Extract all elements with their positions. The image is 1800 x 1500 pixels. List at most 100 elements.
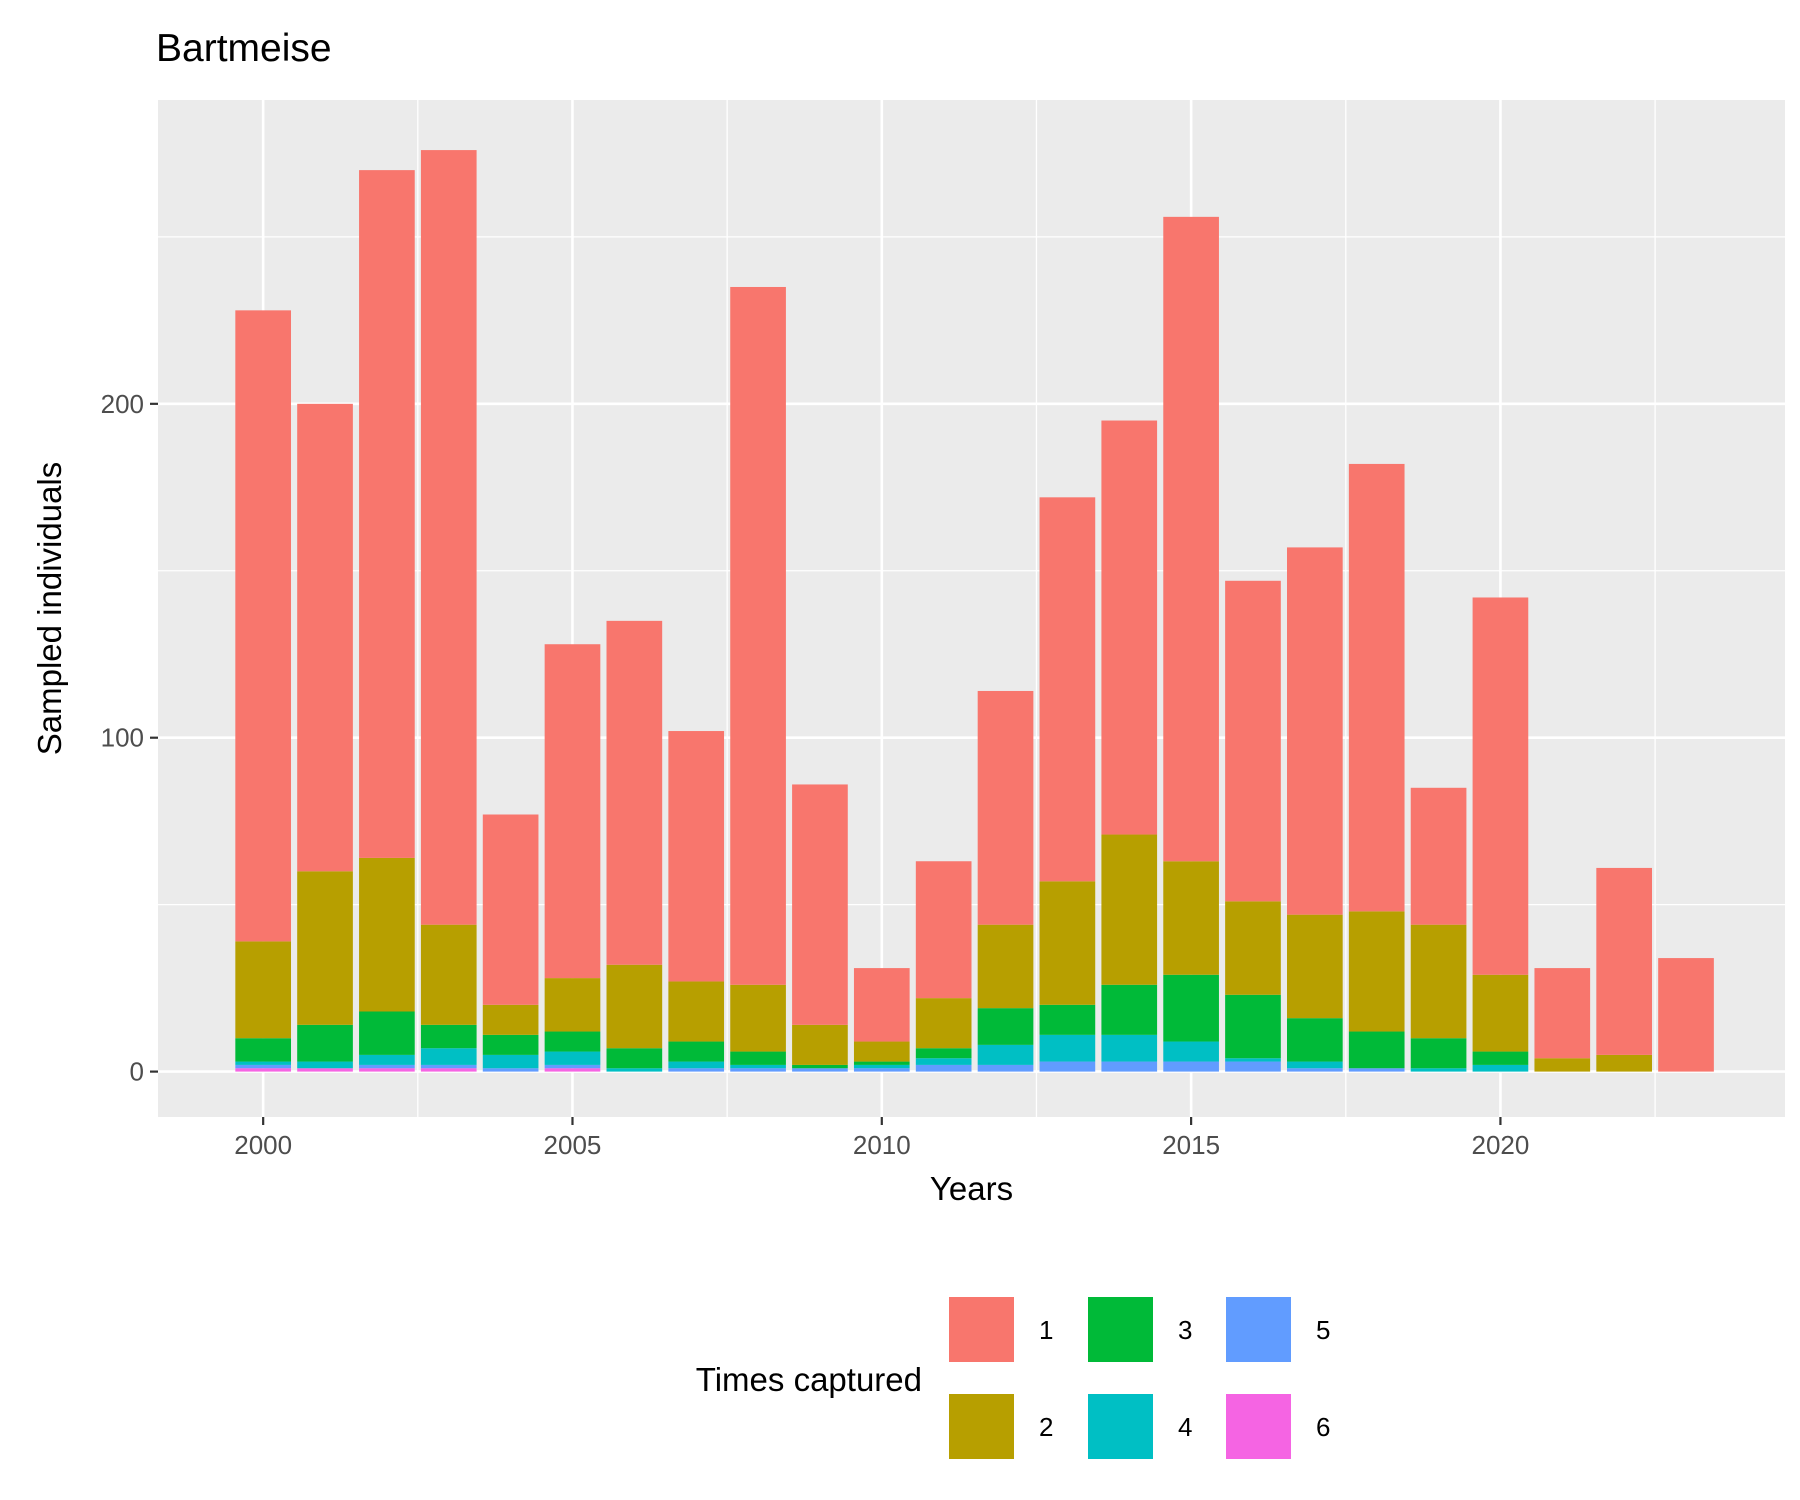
- bar-segment-2009-1: [792, 784, 848, 1025]
- x-tick-label: 2000: [234, 1130, 292, 1160]
- y-tick-label: 0: [130, 1057, 144, 1087]
- bar-segment-2008-1: [730, 286, 786, 985]
- bar-segment-2007-2: [668, 981, 725, 1042]
- bar-segment-2002-2: [359, 857, 415, 1012]
- bar-segment-2005-6: [544, 1068, 601, 1072]
- bar-segment-2005-5: [544, 1064, 601, 1069]
- legend-title: Times captured: [696, 1361, 922, 1398]
- bar-segment-2012-2: [977, 924, 1034, 1009]
- legend-label-3: 3: [1178, 1315, 1192, 1345]
- bar-segment-2014-1: [1101, 420, 1158, 835]
- bar-segment-2021-2: [1534, 1058, 1591, 1072]
- bar-segment-2002-3: [359, 1011, 415, 1055]
- legend-key-5: [1224, 1295, 1293, 1364]
- bar-segment-2010-2: [853, 1041, 910, 1062]
- bar-segment-2017-1: [1287, 547, 1343, 915]
- bar-segment-2004-1: [482, 814, 539, 1005]
- bar-segment-2013-4: [1039, 1034, 1096, 1062]
- legend: Times captured 1 2 3 4 5 6: [696, 1295, 1330, 1461]
- bar-segment-2010-4: [853, 1064, 910, 1069]
- bar-segment-2003-5: [420, 1064, 477, 1069]
- bar-segment-2001-1: [297, 403, 353, 872]
- bar-segment-2013-5: [1039, 1061, 1096, 1072]
- bar-segment-2003-4: [420, 1048, 477, 1065]
- bar-segment-2000-4: [235, 1061, 292, 1065]
- bar-segment-2019-4: [1410, 1068, 1467, 1072]
- bar-segment-2019-2: [1410, 924, 1467, 1039]
- bar-segment-2000-6: [235, 1068, 292, 1072]
- legend-key-2: [947, 1392, 1016, 1461]
- bar-segment-2013-3: [1039, 1004, 1096, 1035]
- y-tick-label: 100: [101, 723, 144, 753]
- legend-label-4: 4: [1178, 1412, 1192, 1442]
- bar-segment-2010-3: [853, 1061, 910, 1065]
- bar-segment-2003-3: [420, 1024, 477, 1049]
- bar-segment-2017-2: [1287, 914, 1343, 1019]
- bar-segment-2005-3: [544, 1031, 601, 1052]
- bar-segment-2021-1: [1534, 968, 1591, 1059]
- y-tick-label: 200: [101, 389, 144, 419]
- bar-segment-2007-3: [668, 1041, 725, 1062]
- bar-segment-2017-5: [1287, 1068, 1343, 1072]
- legend-label-5: 5: [1316, 1315, 1330, 1345]
- bar-segment-2015-3: [1163, 974, 1219, 1042]
- bar-segment-2009-2: [792, 1024, 848, 1065]
- bar-segment-2016-5: [1225, 1061, 1281, 1072]
- bar-segment-2020-4: [1472, 1064, 1529, 1072]
- bar-segment-2012-1: [977, 690, 1034, 925]
- bar-segment-2018-5: [1348, 1068, 1405, 1072]
- bar-segment-2020-2: [1472, 974, 1529, 1052]
- bar-segment-2013-2: [1039, 881, 1096, 1005]
- bar-segment-2006-2: [606, 964, 663, 1049]
- bar-segment-2005-4: [544, 1051, 601, 1065]
- bars: [235, 150, 1714, 1072]
- bar-segment-2004-5: [482, 1068, 539, 1072]
- bar-segment-2003-2: [420, 924, 477, 1025]
- legend-label-1: 1: [1039, 1315, 1053, 1345]
- bar-segment-2007-1: [668, 731, 725, 982]
- bar-segment-2011-4: [915, 1058, 972, 1065]
- bar-segment-2008-3: [730, 1051, 786, 1065]
- x-tick-label: 2010: [853, 1130, 911, 1160]
- bar-segment-2008-2: [730, 984, 786, 1052]
- bar-segment-2010-5: [853, 1068, 910, 1072]
- bar-segment-2016-3: [1225, 994, 1281, 1059]
- x-tick-label: 2015: [1162, 1130, 1220, 1160]
- bar-segment-2002-5: [359, 1064, 415, 1069]
- bar-segment-2011-3: [915, 1048, 972, 1059]
- bar-segment-2003-6: [420, 1068, 477, 1072]
- bar-segment-2003-1: [420, 150, 477, 925]
- bar-segment-2017-3: [1287, 1018, 1343, 1062]
- bar-segment-2018-1: [1348, 463, 1405, 912]
- bar-segment-2015-2: [1163, 861, 1219, 975]
- legend-key-1: [947, 1295, 1016, 1364]
- bar-segment-2012-3: [977, 1008, 1034, 1045]
- bar-segment-2022-2: [1596, 1054, 1652, 1072]
- bar-segment-2016-4: [1225, 1058, 1281, 1062]
- bar-segment-2011-1: [915, 861, 972, 999]
- x-axis-title: Years: [930, 1170, 1013, 1207]
- bar-segment-2000-3: [235, 1038, 292, 1062]
- bar-segment-2001-2: [297, 871, 353, 1025]
- bar-segment-2001-6: [297, 1068, 353, 1072]
- bar-segment-2006-1: [606, 620, 663, 965]
- bar-segment-2005-2: [544, 978, 601, 1032]
- bar-segment-2002-4: [359, 1054, 415, 1065]
- bar-segment-2011-5: [915, 1064, 972, 1072]
- bar-segment-2022-1: [1596, 867, 1652, 1055]
- bar-segment-2009-3: [792, 1064, 848, 1069]
- bar-segment-2000-2: [235, 941, 292, 1039]
- bar-segment-2004-3: [482, 1034, 539, 1055]
- bar-segment-2009-5: [792, 1068, 848, 1072]
- x-tick-label: 2005: [544, 1130, 602, 1160]
- bar-segment-2008-5: [730, 1068, 786, 1072]
- bar-segment-2014-5: [1101, 1061, 1158, 1072]
- bar-segment-2002-1: [359, 170, 415, 858]
- bar-segment-2007-4: [668, 1061, 725, 1069]
- legend-key-4: [1086, 1392, 1155, 1461]
- bar-segment-2004-2: [482, 1004, 539, 1035]
- bar-segment-2023-1: [1658, 958, 1714, 1072]
- bar-segment-2012-4: [977, 1044, 1034, 1065]
- bar-segment-2018-2: [1348, 911, 1405, 1032]
